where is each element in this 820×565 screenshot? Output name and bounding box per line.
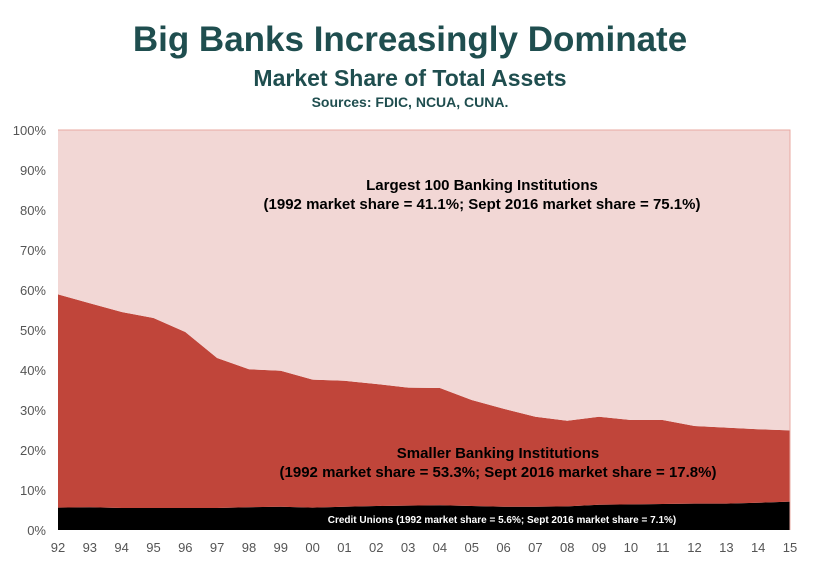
- x-tick-label: 12: [687, 540, 701, 555]
- y-tick-label: 80%: [20, 203, 46, 218]
- chart-sources: Sources: FDIC, NCUA, CUNA.: [311, 94, 509, 110]
- largest-area: [58, 130, 790, 431]
- x-tick-label: 13: [719, 540, 733, 555]
- chart-title: Big Banks Increasingly Dominate: [132, 20, 688, 59]
- x-tick-label: 99: [274, 540, 288, 555]
- y-tick-label: 100%: [13, 123, 47, 138]
- plot-border: [58, 129, 791, 530]
- x-tick-label: 02: [369, 540, 383, 555]
- x-tick-label: 93: [83, 540, 97, 555]
- smaller-area: [58, 294, 790, 508]
- x-tick-label: 11: [656, 540, 670, 555]
- x-tick-label: 07: [528, 540, 542, 555]
- x-tick-label: 96: [178, 540, 192, 555]
- y-tick-label: 60%: [20, 283, 46, 298]
- x-tick-label: 01: [337, 540, 351, 555]
- smaller-annotation-detail: (1992 market share = 53.3%; Sept 2016 ma…: [280, 464, 717, 481]
- credit-unions-annotation: Credit Unions (1992 market share = 5.6%;…: [328, 515, 677, 526]
- chart-areas: [58, 129, 791, 530]
- x-tick-label: 95: [146, 540, 160, 555]
- x-tick-label: 10: [624, 540, 638, 555]
- x-tick-label: 98: [242, 540, 256, 555]
- y-tick-label: 30%: [20, 403, 46, 418]
- y-tick-label: 0%: [27, 523, 46, 538]
- x-tick-label: 03: [401, 540, 415, 555]
- y-tick-label: 40%: [20, 363, 46, 378]
- y-tick-label: 50%: [20, 323, 46, 338]
- x-tick-label: 14: [751, 540, 765, 555]
- y-tick-label: 20%: [20, 443, 46, 458]
- x-tick-label: 15: [783, 540, 797, 555]
- x-tick-label: 05: [465, 540, 479, 555]
- y-tick-label: 90%: [20, 163, 46, 178]
- y-tick-label: 70%: [20, 243, 46, 258]
- x-tick-label: 09: [592, 540, 606, 555]
- x-tick-label: 92: [51, 540, 65, 555]
- x-tick-label: 94: [114, 540, 128, 555]
- largest-annotation-title: Largest 100 Banking Institutions: [366, 177, 598, 194]
- x-tick-label: 06: [496, 540, 510, 555]
- smaller-annotation-title: Smaller Banking Institutions: [397, 445, 600, 462]
- x-tick-label: 00: [305, 540, 319, 555]
- largest-annotation-detail: (1992 market share = 41.1%; Sept 2016 ma…: [264, 196, 701, 213]
- x-tick-label: 04: [433, 540, 447, 555]
- credit-unions-area: [58, 501, 790, 530]
- y-tick-label: 10%: [20, 483, 46, 498]
- x-tick-label: 97: [210, 540, 224, 555]
- x-tick-label: 08: [560, 540, 574, 555]
- y-axis-ticks: 0% 10% 20% 30% 40% 50% 60% 70% 80% 90% 100%: [13, 123, 47, 538]
- chart-subtitle: Market Share of Total Assets: [253, 65, 567, 91]
- x-axis-ticks: 92 93 94 95 96 97 98 99 00 01 02 03 04 05 06 07 08 09 10 11…: [51, 540, 797, 555]
